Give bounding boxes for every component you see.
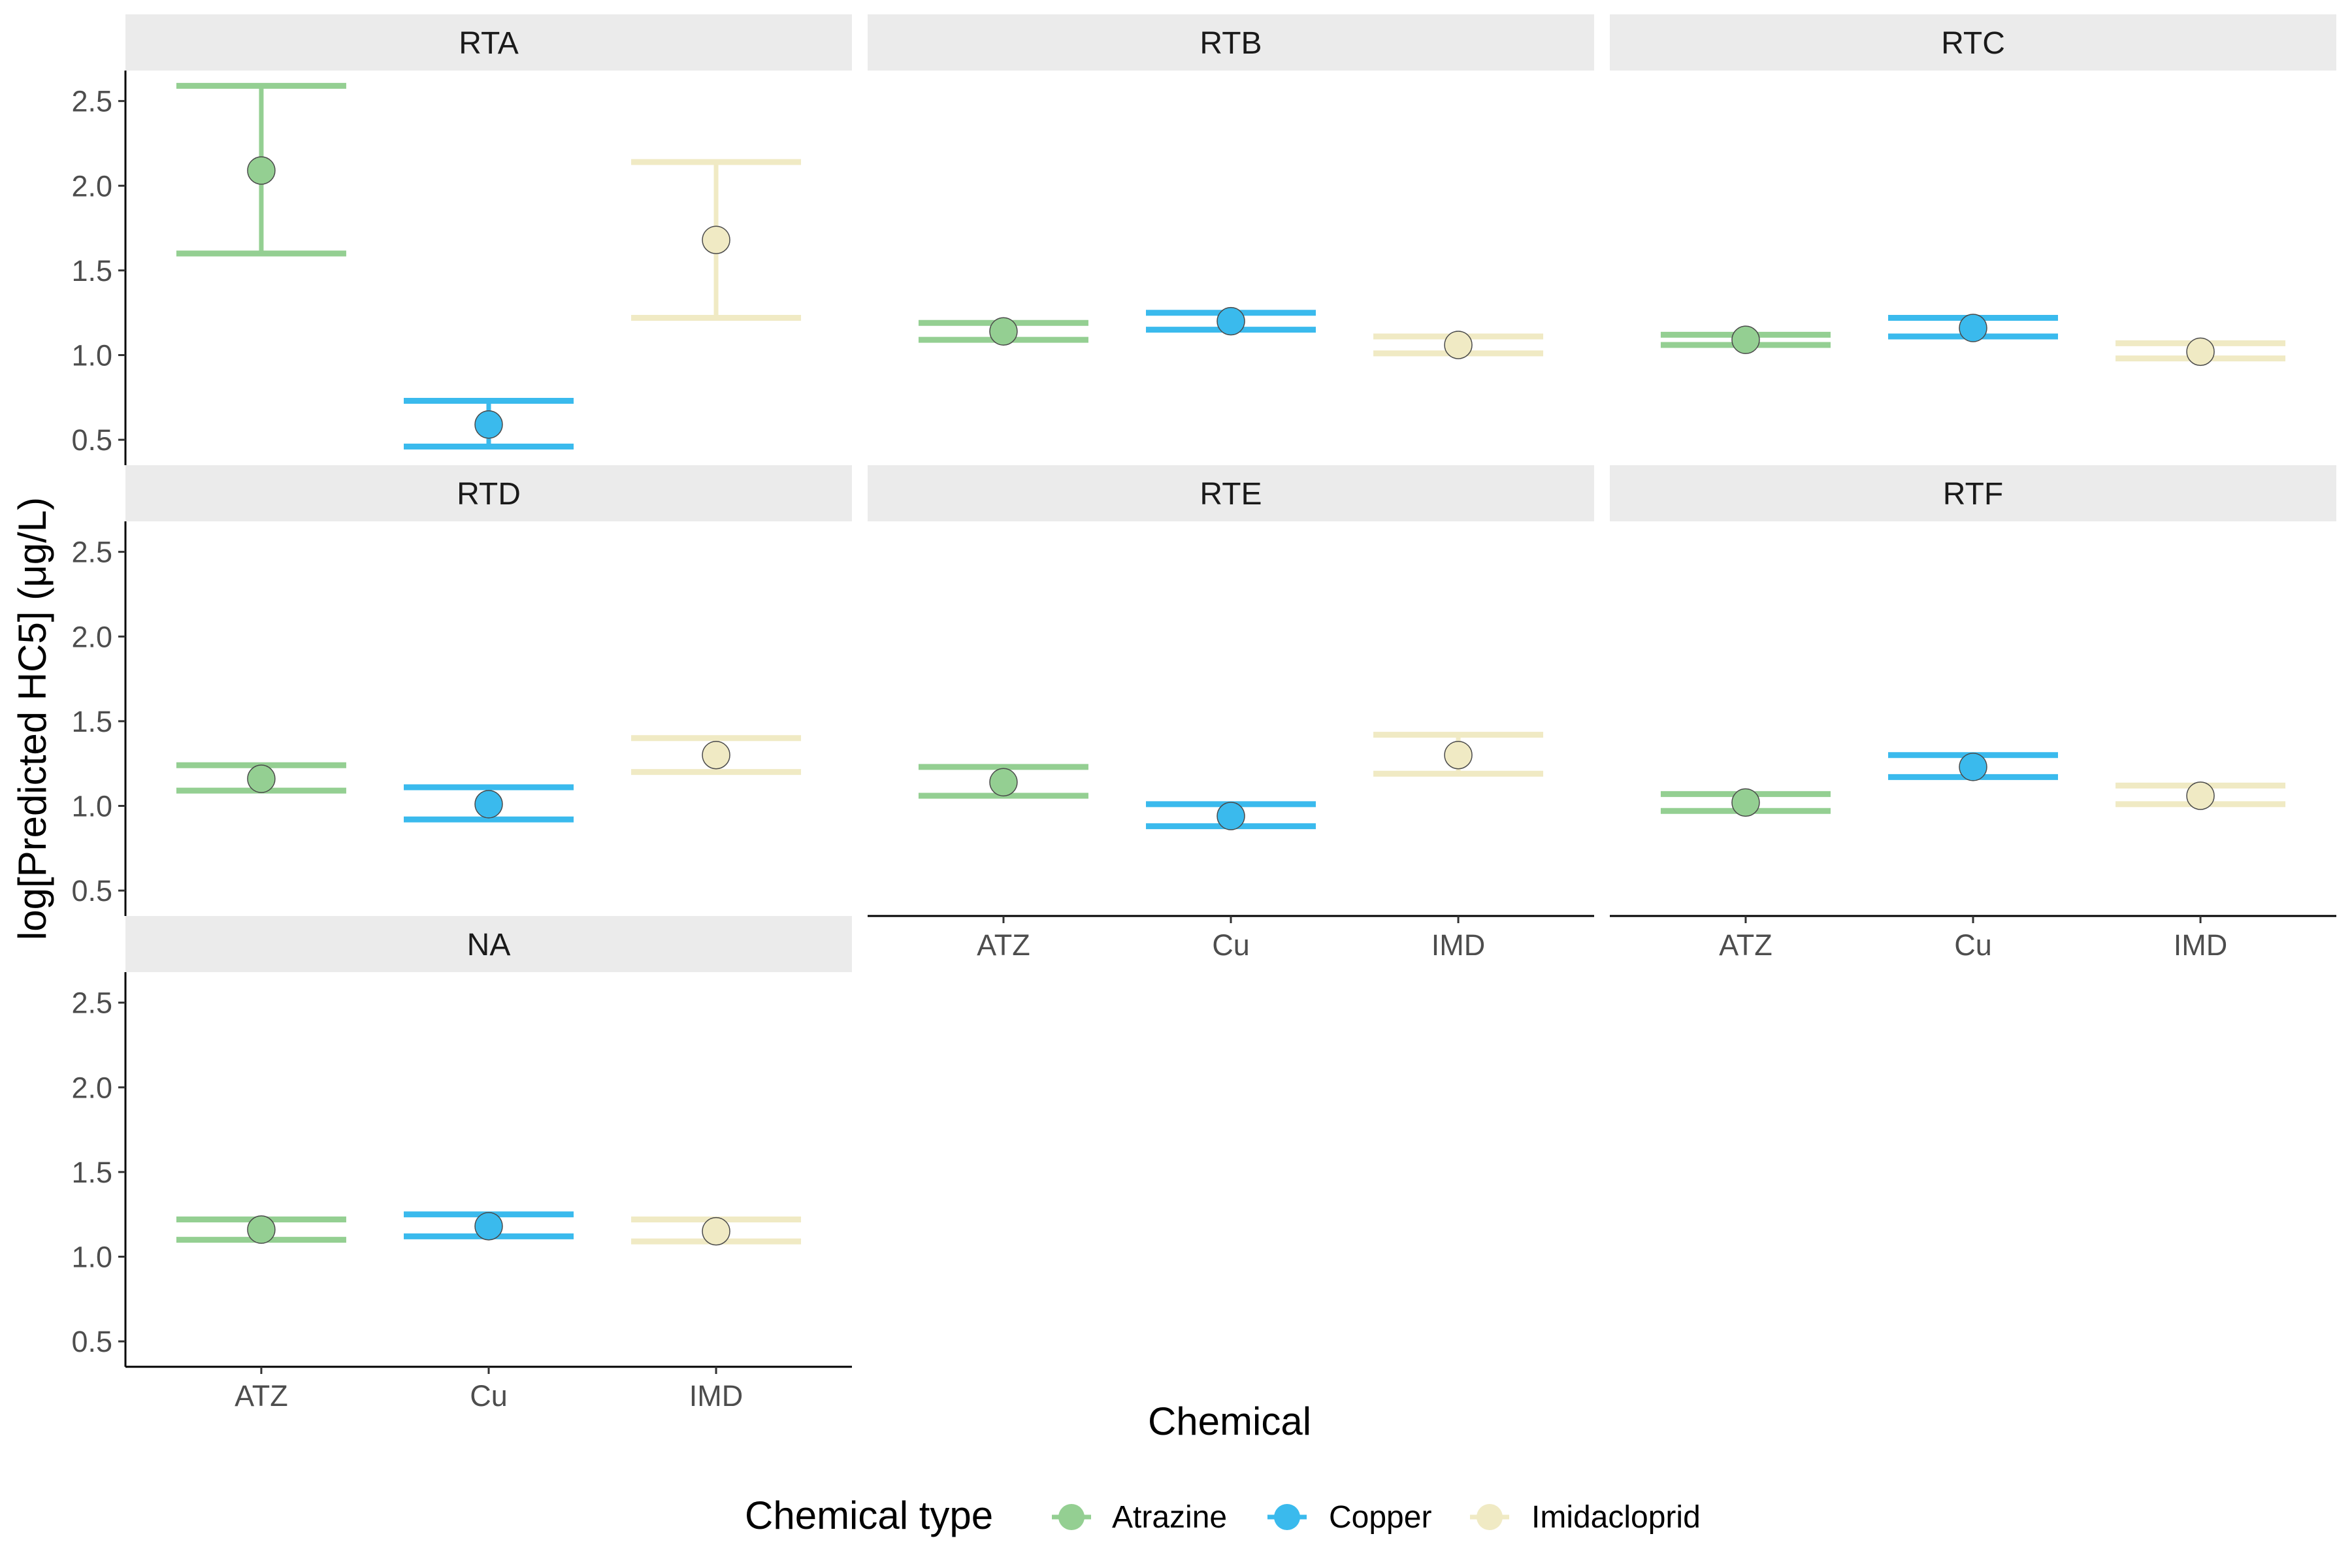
x-tick-label: ATZ: [235, 1379, 288, 1413]
facet-panel-rta: RTA 0.5 1.0 1.5 2.0 2.5: [71, 14, 852, 465]
data-point: [247, 156, 276, 185]
x-tick-label: Cu: [1212, 928, 1250, 962]
facet-panel-rtd: RTD 0.5 1.0 1.5 2.0 2.5: [71, 465, 852, 916]
data-point: [1444, 740, 1473, 770]
data-point: [702, 225, 730, 254]
y-tick-label: 2.0: [71, 1071, 112, 1104]
legend-key-point: [1477, 1504, 1503, 1530]
data-point: [1959, 314, 1987, 342]
y-tick-label: 0.5: [71, 874, 112, 907]
facet-panel-rtb: RTB: [868, 14, 1594, 359]
x-tick-label: Cu: [470, 1379, 508, 1413]
facet-strip-label: RTB: [1200, 26, 1262, 61]
data-point: [2186, 337, 2215, 367]
y-tick-label: 0.5: [71, 423, 112, 457]
data-point: [1731, 325, 1760, 354]
x-tick-label: ATZ: [977, 928, 1030, 962]
legend: Chemical type Atrazine Copper Imidacloprid: [745, 1494, 1701, 1537]
facet-panel-rte: RTE ATZ Cu IMD: [868, 465, 1594, 962]
data-point: [989, 317, 1018, 346]
y-tick-label: 1.5: [71, 254, 112, 287]
y-tick-label: 1.5: [71, 1156, 112, 1189]
legend-title: Chemical type: [745, 1494, 993, 1537]
data-point: [989, 768, 1018, 796]
facet-strip: [868, 14, 1594, 71]
facet-strip-label: NA: [467, 928, 511, 962]
x-tick-label: ATZ: [1719, 928, 1772, 962]
data-point: [702, 740, 730, 770]
facet-strip-label: RTE: [1200, 477, 1262, 512]
x-tick-label: Cu: [1954, 928, 1992, 962]
x-tick-label: IMD: [1431, 928, 1486, 962]
y-tick-label: 1.5: [71, 705, 112, 738]
facet-panel-rtf: RTF ATZ Cu IMD: [1610, 465, 2336, 962]
data-point: [474, 1212, 503, 1241]
data-point: [702, 1217, 730, 1246]
data-point: [1217, 802, 1245, 830]
facet-panel-rtc: RTC: [1610, 14, 2336, 367]
data-point: [1217, 306, 1245, 336]
facet-strip-label: RTD: [457, 477, 521, 512]
facet-strip-label: RTC: [1941, 26, 2005, 61]
y-tick-label: 1.0: [71, 339, 112, 372]
facet-strip: [125, 14, 852, 71]
data-point: [474, 410, 503, 439]
legend-label: Imidacloprid: [1531, 1500, 1701, 1535]
y-tick-label: 2.0: [71, 169, 112, 203]
facet-panel-na: NA 0.5 1.0 1.5 2.0 2.5 ATZ Cu IMD: [71, 916, 852, 1413]
data-point: [2186, 781, 2215, 810]
data-point: [1731, 788, 1760, 817]
x-tick-label: IMD: [2174, 928, 2228, 962]
facet-strip: [125, 916, 852, 972]
x-axis-title: Chemical: [1148, 1399, 1311, 1443]
facet-panels: RTA 0.5 1.0 1.5 2.0 2.5 RTB RTC RTD 0.5 1.0 1.5 2.0 2…: [71, 14, 2336, 1413]
facet-strip: [868, 465, 1594, 521]
data-point: [247, 764, 276, 793]
legend-key-point: [1058, 1504, 1085, 1530]
y-axis-title: log[Predicted HC5] (μg/L): [10, 497, 54, 940]
x-tick-label: IMD: [689, 1379, 743, 1413]
facet-strip-label: RTF: [1943, 477, 2003, 512]
y-tick-label: 1.0: [71, 790, 112, 823]
y-tick-label: 1.0: [71, 1241, 112, 1274]
data-point: [1444, 331, 1473, 359]
facet-strip: [125, 465, 852, 521]
data-point: [474, 790, 503, 819]
data-point: [1959, 753, 1987, 781]
facet-strip: [1610, 465, 2336, 521]
facet-strip-label: RTA: [459, 26, 519, 61]
y-tick-label: 2.5: [71, 536, 112, 569]
facet-strip: [1610, 14, 2336, 71]
data-point: [247, 1215, 276, 1244]
legend-label: Atrazine: [1112, 1500, 1227, 1535]
legend-key-point: [1274, 1504, 1300, 1530]
legend-label: Copper: [1329, 1500, 1431, 1535]
y-tick-label: 2.0: [71, 620, 112, 653]
y-tick-label: 2.5: [71, 987, 112, 1020]
y-tick-label: 0.5: [71, 1325, 112, 1358]
y-tick-label: 2.5: [71, 85, 112, 118]
